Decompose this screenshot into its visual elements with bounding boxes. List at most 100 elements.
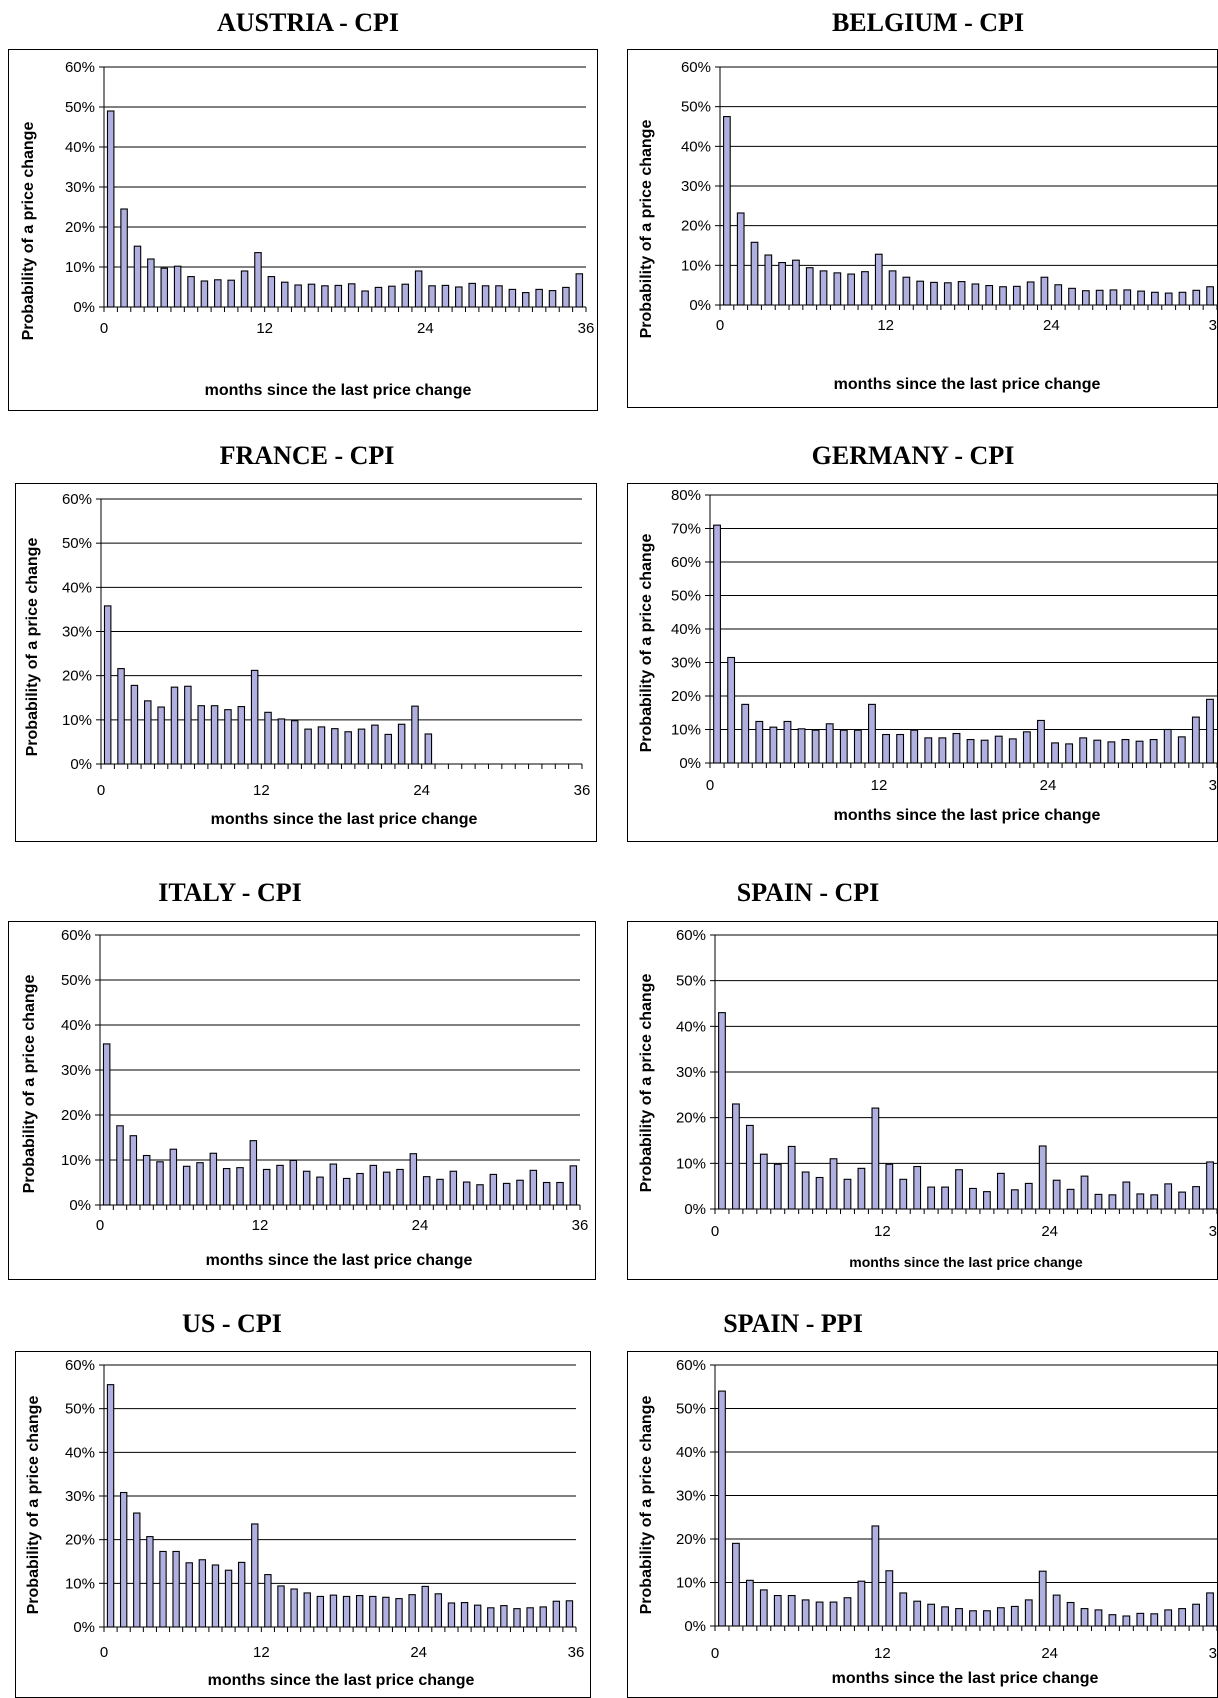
bar: [133, 245, 142, 308]
bar: [1206, 1592, 1214, 1627]
bar: [787, 1595, 796, 1627]
bar: [1080, 1175, 1089, 1210]
bar: [745, 1579, 754, 1627]
y-axis-label: Probability of a price change: [24, 538, 41, 757]
y-tick-label: 0%: [73, 1619, 95, 1636]
bar: [548, 290, 557, 308]
y-tick-label: 40%: [61, 1017, 91, 1034]
bar: [1191, 716, 1200, 764]
y-tick-label: 0%: [689, 297, 711, 314]
bar: [732, 1103, 740, 1210]
x-tick-label: 36: [1209, 317, 1218, 334]
y-tick-label: 0%: [69, 1197, 91, 1214]
bar: [529, 1169, 538, 1206]
bar: [1040, 276, 1049, 306]
bar: [200, 280, 209, 308]
bar: [441, 284, 450, 308]
bar: [436, 1178, 444, 1206]
y-axis-label: Probability of a price change: [638, 534, 655, 753]
bar: [569, 1165, 578, 1206]
bar: [146, 1536, 154, 1628]
bar: [941, 1606, 949, 1627]
bar: [1010, 1605, 1019, 1627]
bar-chart-belgium: 0% 10% 20% 30% 40% 50% 60% 0 12 24 36 Probability …: [638, 59, 1218, 393]
bar: [1164, 292, 1173, 306]
bar: [1137, 290, 1145, 306]
bar: [428, 285, 436, 308]
y-tick-label: 30%: [62, 624, 92, 641]
bar: [1081, 290, 1090, 306]
x-tick-label: 24: [1041, 1645, 1058, 1662]
bar: [999, 286, 1007, 306]
bar: [374, 286, 383, 308]
bar: [388, 285, 396, 308]
chart-title: FRANCE - CPI: [219, 441, 395, 470]
bar: [924, 737, 933, 764]
y-tick-label: 30%: [671, 655, 701, 672]
bar: [759, 1589, 768, 1627]
y-axis-label: Probability of a price change: [20, 122, 37, 341]
x-tick-label: 36: [568, 1644, 585, 1661]
y-tick-label: 0%: [684, 1618, 706, 1635]
bar: [369, 1595, 377, 1628]
x-tick-label: 36: [1209, 1645, 1218, 1662]
bar: [172, 1550, 180, 1628]
bar: [211, 1564, 220, 1628]
bar: [913, 1165, 922, 1210]
bar: [455, 286, 463, 308]
y-axis-label: Probability of a price change: [21, 975, 38, 1194]
y-tick-label: 60%: [65, 1357, 95, 1374]
bar: [797, 728, 806, 764]
bar: [276, 1164, 284, 1206]
bar: [913, 1600, 922, 1627]
y-tick-label: 30%: [65, 1488, 95, 1505]
y-axis-label: Probability of a price change: [638, 974, 655, 1193]
bar: [943, 282, 952, 306]
y-tick-label: 60%: [681, 59, 711, 76]
bar: [224, 709, 232, 765]
bar: [331, 728, 339, 765]
bar: [857, 1167, 866, 1210]
bar: [857, 1580, 866, 1627]
y-tick-label: 60%: [62, 491, 92, 508]
bar: [344, 731, 352, 765]
bar: [290, 720, 299, 765]
bar: [916, 280, 925, 306]
bar: [130, 684, 139, 765]
y-tick-label: 20%: [62, 668, 92, 685]
y-tick-label: 50%: [671, 588, 701, 605]
y-tick-label: 30%: [676, 1064, 706, 1081]
bar: [996, 1607, 1005, 1627]
bar: [214, 279, 222, 308]
bar: [910, 729, 919, 764]
y-tick-label: 80%: [671, 487, 701, 504]
bar: [899, 1592, 908, 1627]
y-tick-label: 40%: [676, 1018, 706, 1035]
bar: [290, 1588, 298, 1628]
y-axis-label: Probability of a price change: [25, 1396, 42, 1615]
bar: [1122, 1181, 1131, 1210]
bar: [1026, 281, 1035, 306]
bar: [718, 1390, 726, 1627]
x-tick-label: 0: [100, 1644, 108, 1661]
bar: [409, 1153, 418, 1206]
y-tick-label: 30%: [676, 1488, 706, 1505]
bar: [304, 728, 312, 765]
bar: [422, 1176, 431, 1206]
bar: [815, 1601, 824, 1627]
x-tick-label: 36: [574, 782, 591, 799]
bar: [787, 1145, 796, 1210]
bar: [969, 1187, 977, 1210]
y-tick-label: 40%: [65, 1444, 95, 1461]
chart-title: SPAIN - CPI: [736, 878, 880, 907]
y-tick-label: 20%: [676, 1110, 706, 1127]
bar: [1054, 284, 1063, 306]
bar: [103, 605, 112, 765]
bar: [750, 241, 759, 306]
bar: [980, 739, 989, 764]
bar: [508, 288, 517, 308]
bar: [120, 208, 128, 308]
bar: [117, 668, 125, 765]
bar: [462, 1181, 471, 1206]
x-tick-label: 12: [252, 1217, 269, 1234]
